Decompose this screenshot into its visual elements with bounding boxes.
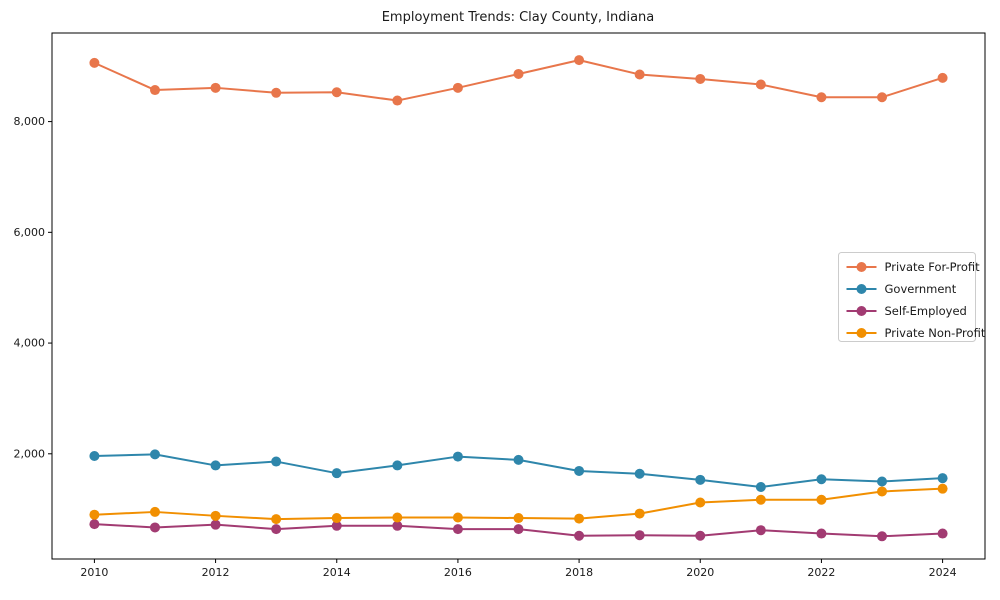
data-point-private-non-profit <box>816 494 827 505</box>
x-tick-label: 2018 <box>565 566 593 579</box>
legend-item-label: Private For-Profit <box>885 260 981 274</box>
legend-box <box>838 252 976 342</box>
data-point-government <box>755 482 766 493</box>
data-point-government <box>513 454 524 465</box>
y-tick-label: 2,000 <box>14 447 46 460</box>
data-point-self-employed <box>271 524 282 535</box>
data-point-government <box>271 456 282 467</box>
legend-item-label: Self-Employed <box>885 304 967 318</box>
legend-sample-marker-icon <box>856 328 867 338</box>
data-point-private-non-profit <box>271 514 282 525</box>
data-point-government <box>149 449 160 460</box>
data-point-government <box>634 468 645 479</box>
data-point-private-non-profit <box>513 513 524 524</box>
data-point-self-employed <box>513 524 524 535</box>
data-point-government <box>695 474 706 485</box>
plot-area: 2010 2012 2014 2016 2018 2020 2022 2024 2,000 4,0… <box>14 32 986 579</box>
data-point-self-employed <box>695 530 706 541</box>
x-tick-label: 2020 <box>686 566 714 579</box>
legend: Private For-Profit Government Self-Employe… <box>838 252 986 342</box>
legend-sample-marker-icon <box>856 306 867 316</box>
data-point-private-for-profit <box>210 82 221 93</box>
data-point-government <box>331 468 342 479</box>
data-point-private-for-profit <box>271 87 282 98</box>
legend-item-government: Government <box>846 282 957 296</box>
data-point-government <box>816 474 827 485</box>
data-point-private-non-profit <box>331 513 342 524</box>
data-point-government <box>877 476 888 487</box>
data-point-self-employed <box>452 524 463 535</box>
data-point-self-employed <box>755 525 766 536</box>
x-tick-label: 2022 <box>807 566 835 579</box>
data-point-private-for-profit <box>149 85 160 96</box>
x-tick-label: 2014 <box>323 566 351 579</box>
x-tick-label: 2016 <box>444 566 472 579</box>
data-point-private-non-profit <box>210 510 221 521</box>
data-point-government <box>392 460 403 471</box>
y-tick-label: 8,000 <box>14 115 46 128</box>
data-point-private-non-profit <box>877 486 888 497</box>
data-point-private-for-profit <box>331 87 342 98</box>
data-point-government <box>452 451 463 462</box>
data-point-private-non-profit <box>695 497 706 508</box>
y-tick-label: 4,000 <box>14 337 46 350</box>
data-point-private-for-profit <box>695 73 706 84</box>
data-point-private-for-profit <box>392 95 403 106</box>
data-point-private-non-profit <box>634 508 645 519</box>
legend-item-label: Government <box>885 282 957 296</box>
x-tick-label: 2024 <box>929 566 957 579</box>
data-point-private-non-profit <box>392 512 403 523</box>
data-point-self-employed <box>331 520 342 531</box>
data-point-self-employed <box>210 519 221 530</box>
series-line-private-for-profit <box>93 59 944 102</box>
data-point-government <box>937 473 948 484</box>
data-point-self-employed <box>149 522 160 533</box>
legend-sample-marker-icon <box>856 262 867 272</box>
data-point-self-employed <box>877 531 888 542</box>
data-point-private-for-profit <box>634 69 645 80</box>
y-tick-label: 6,000 <box>14 226 46 239</box>
data-point-private-for-profit <box>877 92 888 103</box>
data-point-government <box>574 465 585 476</box>
data-point-private-non-profit <box>574 513 585 524</box>
data-point-self-employed <box>937 528 948 539</box>
data-point-private-for-profit <box>755 79 766 90</box>
data-point-government <box>210 460 221 471</box>
data-point-private-non-profit <box>937 483 948 494</box>
data-point-private-non-profit <box>89 509 100 520</box>
plot-border <box>51 32 986 560</box>
legend-item-private-for-profit: Private For-Profit <box>846 260 981 274</box>
data-point-private-for-profit <box>89 57 100 68</box>
data-point-private-non-profit <box>755 494 766 505</box>
data-point-private-for-profit <box>816 92 827 103</box>
data-point-private-non-profit <box>149 506 160 517</box>
data-point-private-for-profit <box>513 68 524 79</box>
data-point-self-employed <box>816 528 827 539</box>
x-tick-label: 2010 <box>80 566 108 579</box>
legend-item-private-non-profit: Private Non-Profit <box>846 326 986 340</box>
data-point-private-for-profit <box>937 72 948 83</box>
legend-sample-marker-icon <box>856 284 867 294</box>
data-point-self-employed <box>89 519 100 530</box>
data-point-self-employed <box>634 530 645 541</box>
data-point-private-for-profit <box>452 82 463 93</box>
data-point-self-employed <box>574 530 585 541</box>
x-tick-label: 2012 <box>202 566 230 579</box>
legend-item-label: Private Non-Profit <box>885 326 986 340</box>
data-point-private-non-profit <box>452 512 463 523</box>
chart-title: Employment Trends: Clay County, Indiana <box>382 10 655 25</box>
data-point-private-for-profit <box>574 55 585 66</box>
legend-item-self-employed: Self-Employed <box>846 304 967 318</box>
data-point-government <box>89 451 100 462</box>
data-point-self-employed <box>392 520 403 531</box>
